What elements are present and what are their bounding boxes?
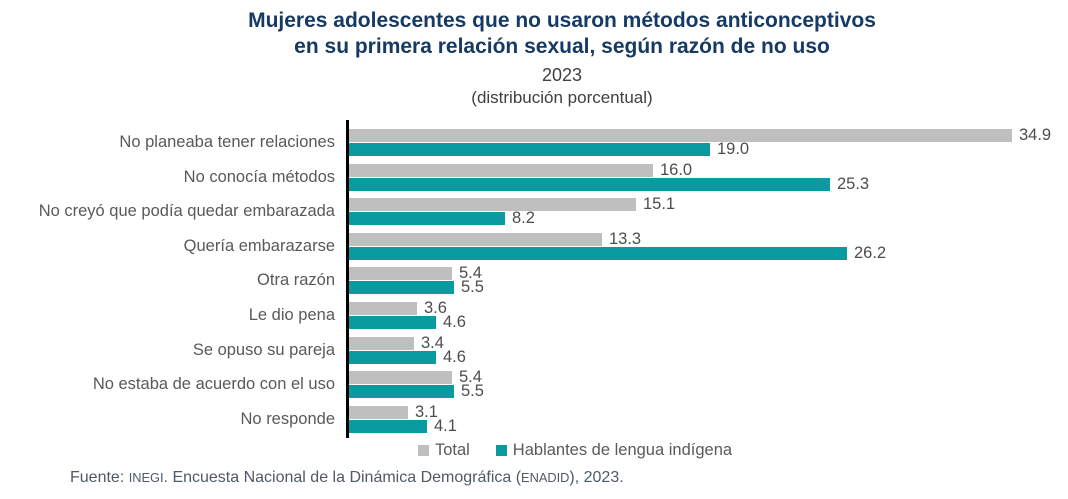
value-label: 3.4 <box>421 333 444 352</box>
value-label: 19.0 <box>717 140 750 158</box>
category-label: Otra razón <box>257 271 335 290</box>
bar-indigena <box>349 419 427 433</box>
bar-indigena <box>349 281 454 295</box>
legend-swatch-indigena-icon <box>495 445 507 456</box>
value-label: 3.6 <box>424 299 447 317</box>
value-label: 26.2 <box>854 243 887 262</box>
category-label: Le dio pena <box>248 306 335 324</box>
category-label: No estaba de acuerdo con el uso <box>92 375 335 394</box>
bar-total <box>349 302 417 315</box>
bar-total <box>349 198 636 212</box>
bar-total <box>349 371 452 385</box>
bar-indigena <box>349 316 436 329</box>
value-label: 5.5 <box>461 278 484 297</box>
bar-total <box>349 267 452 281</box>
legend-item-indigena: Hablantes de lengua indígena <box>495 441 733 460</box>
bar-indigena <box>349 350 436 364</box>
legend-swatch-total-icon <box>417 445 429 456</box>
legend-item-total: Total <box>417 441 470 460</box>
bar-indigena <box>349 212 505 226</box>
bar-total <box>349 232 602 246</box>
value-label: 4.6 <box>443 347 466 366</box>
source-prefix: Fuente: <box>70 469 129 486</box>
chart-header: Mujeres adolescentes que no usaron métod… <box>56 8 1068 108</box>
bar-indigena <box>349 177 830 191</box>
source-org: INEGI <box>128 470 164 485</box>
value-label: 4.1 <box>434 416 457 435</box>
category-label: No planeaba tener relaciones <box>119 133 335 151</box>
source-middle: . Encuesta Nacional de la Dinámica Demog… <box>163 469 522 486</box>
legend-label-indigena: Hablantes de lengua indígena <box>512 441 733 459</box>
bar-total <box>349 405 408 419</box>
bar-total <box>349 163 653 177</box>
category-label: Se opuso su pareja <box>192 340 335 359</box>
category-label: No responde <box>240 409 335 428</box>
bar-indigena <box>349 385 454 399</box>
value-label: 13.3 <box>609 229 642 248</box>
category-label: No creyó que podía quedar embarazada <box>38 202 335 221</box>
bar-indigena <box>349 143 710 156</box>
value-label: 16.0 <box>660 160 693 179</box>
chart-year: 2023 <box>541 65 583 85</box>
bar-indigena <box>349 246 847 260</box>
source-suffix: ), 2023. <box>569 469 624 486</box>
legend-label-total: Total <box>434 441 470 459</box>
chart-title-line1: Mujeres adolescentes que no usaron métod… <box>248 9 876 32</box>
source-acronym: ENADID <box>521 470 570 485</box>
value-label: 34.9 <box>1019 126 1052 144</box>
category-label: No conocía métodos <box>183 167 335 186</box>
source-note: Fuente: INEGI. Encuesta Nacional de la D… <box>70 469 624 487</box>
category-label: Quería embarazarse <box>183 236 335 255</box>
value-label: 3.1 <box>415 402 438 421</box>
chart-subtitle: (distribución porcentual) <box>471 88 653 107</box>
value-label: 4.6 <box>443 313 466 331</box>
value-label: 5.5 <box>461 382 484 401</box>
legend: Total Hablantes de lengua indígena <box>0 441 1068 460</box>
value-label: 8.2 <box>512 209 535 228</box>
value-label: 5.4 <box>459 264 482 283</box>
bar-total <box>349 336 414 350</box>
value-label: 15.1 <box>643 195 676 214</box>
chart-title-line2: en su primera relación sexual, según raz… <box>294 35 830 58</box>
y-axis-line <box>346 120 349 438</box>
bar-total <box>349 129 1012 142</box>
value-label: 25.3 <box>837 174 870 193</box>
value-label: 5.4 <box>459 368 482 387</box>
